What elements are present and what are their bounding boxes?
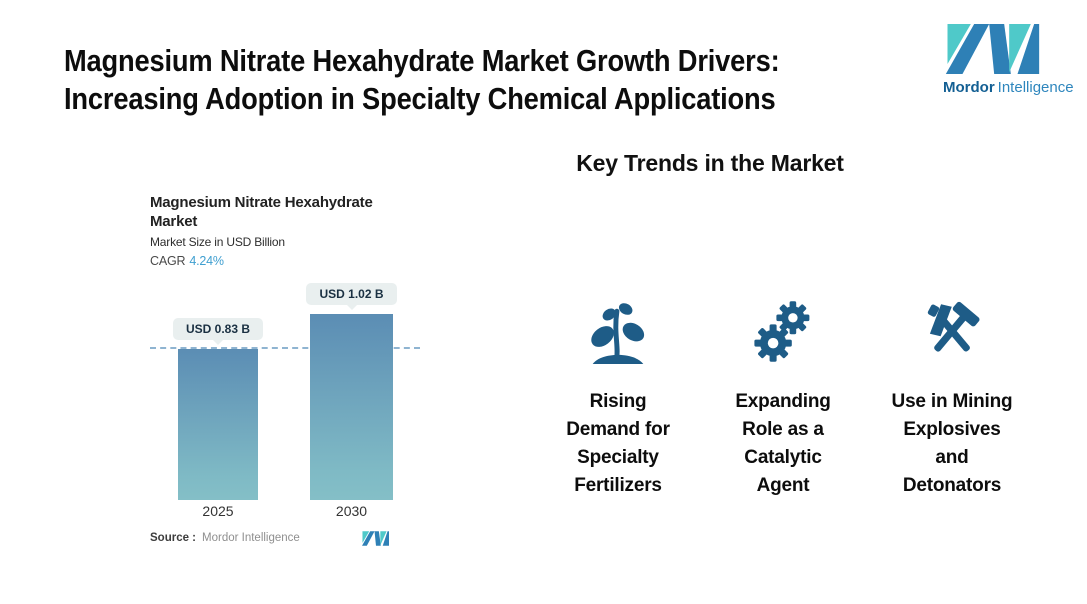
gears-icon	[754, 301, 810, 362]
seedling-icon	[591, 303, 645, 364]
chart-title: Magnesium Nitrate Hexahydrate Market	[150, 194, 373, 230]
bar-value-badge: USD 0.83 B	[172, 317, 264, 345]
trend-label-catalytic: Expanding Role as a Catalytic Agent	[735, 391, 831, 496]
source-label: Source :	[150, 532, 197, 544]
trend-label-mining: Use in Mining Explosives and Detonators	[891, 391, 1013, 496]
bar-value-label: USD 0.83 B	[172, 317, 264, 345]
source-row: Source : Mordor Intelligence	[150, 532, 300, 544]
chart-subtitle: Market Size in USD Billion	[150, 235, 285, 249]
mordor-logo-mark-icon	[945, 24, 1040, 74]
bar	[310, 314, 393, 500]
x-axis-label-2030: 2030	[335, 503, 368, 519]
bar-chart: USD 0.83 B USD 1.02 B	[150, 280, 430, 500]
bar	[178, 348, 258, 500]
source-value: Mordor Intelligence	[202, 532, 300, 544]
cagr-value: 4.24%	[189, 254, 224, 268]
bar-value-label: USD 1.02 B	[306, 283, 397, 310]
crossed-hammers-icon	[927, 301, 980, 352]
x-axis-label-2025: 2025	[202, 503, 234, 519]
logo-brand-regular: Intelligence	[997, 79, 1074, 96]
key-trends-heading: Key Trends in the Market	[576, 150, 844, 176]
cagr-label: CAGR	[150, 254, 186, 268]
mordor-logo: Mordor Intelligence	[943, 24, 1074, 96]
chart-cagr: CAGR 4.24%	[150, 254, 224, 268]
mordor-logo-mark-small-icon	[362, 531, 389, 546]
bar-value-badge: USD 1.02 B	[306, 283, 397, 310]
dashed-baseline	[150, 346, 420, 349]
trend-label-fertilizers: Rising Demand for Specialty Fertilizers	[566, 391, 670, 496]
mordor-logo-wordmark: Mordor Intelligence	[943, 79, 1074, 96]
page-title: Magnesium Nitrate Hexahydrate Market Gro…	[64, 43, 780, 116]
logo-brand-bold: Mordor	[943, 79, 995, 96]
